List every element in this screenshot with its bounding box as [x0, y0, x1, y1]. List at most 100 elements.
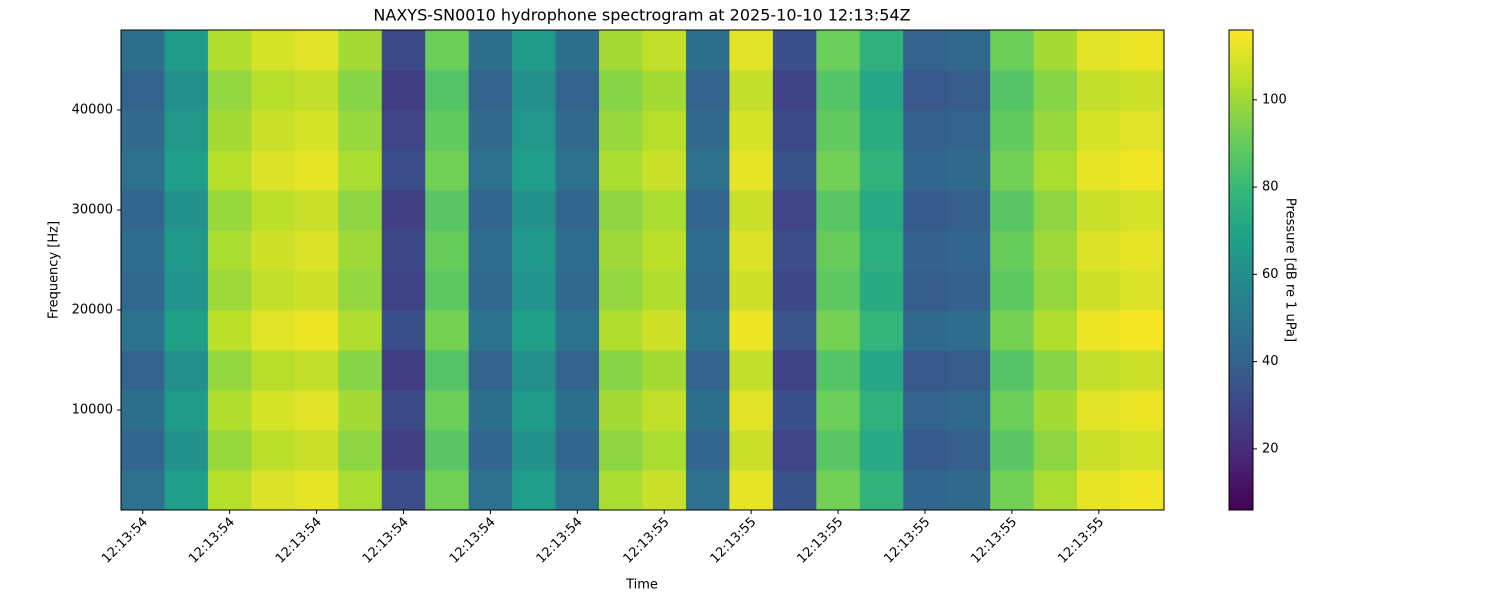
- cell: [1077, 110, 1122, 151]
- cell: [729, 270, 774, 311]
- cell: [1120, 470, 1165, 511]
- cell: [251, 150, 296, 191]
- cell: [512, 190, 557, 231]
- cell: [207, 310, 252, 351]
- cell: [816, 470, 861, 511]
- cell: [1120, 230, 1165, 271]
- cell: [642, 310, 687, 351]
- cell: [1077, 150, 1122, 191]
- cell: [555, 310, 600, 351]
- cell: [816, 230, 861, 271]
- cell: [685, 350, 730, 391]
- cell: [1033, 270, 1078, 311]
- cell: [599, 470, 643, 511]
- cell: [294, 190, 339, 231]
- colorbar-label: Pressure [dB re 1 uPa]: [1283, 198, 1298, 342]
- cell: [729, 230, 774, 271]
- cell: [164, 230, 209, 271]
- cell: [1077, 430, 1122, 471]
- cell: [859, 230, 904, 271]
- cell: [1120, 190, 1165, 231]
- cell: [164, 110, 209, 151]
- cell: [1120, 390, 1165, 431]
- y-tick-label: 30000: [72, 203, 113, 218]
- cell: [685, 390, 730, 431]
- cell: [729, 430, 774, 471]
- cell: [251, 350, 296, 391]
- cell: [729, 470, 774, 511]
- cell: [381, 150, 426, 191]
- heatmap: [121, 30, 1165, 511]
- cell: [512, 430, 557, 471]
- cell: [338, 350, 383, 391]
- cell: [294, 310, 339, 351]
- cell: [772, 270, 817, 311]
- cell: [294, 30, 339, 71]
- cell: [642, 30, 687, 71]
- cell: [816, 270, 861, 311]
- cell: [425, 350, 470, 391]
- cell: [338, 30, 383, 71]
- x-tick-label: 12:13:55: [621, 515, 673, 567]
- cell: [903, 310, 948, 351]
- cell: [555, 150, 600, 191]
- cell: [642, 230, 687, 271]
- cell: [772, 350, 817, 391]
- cell: [946, 150, 991, 191]
- cell: [685, 110, 730, 151]
- cell: [903, 150, 948, 191]
- cell: [1033, 350, 1078, 391]
- cell: [121, 430, 165, 471]
- x-tick-label: 12:13:55: [968, 515, 1020, 567]
- cell: [164, 310, 209, 351]
- cell: [729, 30, 774, 71]
- x-tick-label: 12:13:55: [794, 515, 846, 567]
- cell: [990, 350, 1035, 391]
- cell: [121, 150, 165, 191]
- cell: [685, 70, 730, 111]
- cell: [1033, 390, 1078, 431]
- cell: [251, 110, 296, 151]
- cell: [121, 390, 165, 431]
- cell: [1077, 30, 1122, 71]
- y-tick-label: 40000: [72, 103, 113, 118]
- cell: [468, 30, 513, 71]
- cell: [599, 390, 643, 431]
- cell: [425, 150, 470, 191]
- cell: [121, 70, 165, 111]
- cell: [555, 190, 600, 231]
- cell: [207, 230, 252, 271]
- cell: [164, 70, 209, 111]
- cell: [1033, 190, 1078, 231]
- colorbar-tick-label: 100: [1262, 92, 1287, 107]
- cell: [1033, 430, 1078, 471]
- cell: [512, 30, 557, 71]
- cell: [425, 270, 470, 311]
- cell: [990, 230, 1035, 271]
- x-tick-label: 12:13:54: [273, 515, 325, 567]
- cell: [512, 470, 557, 511]
- cell: [381, 470, 426, 511]
- cell: [425, 470, 470, 511]
- cell: [468, 310, 513, 351]
- cell: [903, 470, 948, 511]
- cell: [729, 350, 774, 391]
- cell: [903, 390, 948, 431]
- cell: [468, 350, 513, 391]
- x-tick-label: 12:13:54: [99, 515, 151, 567]
- cell: [1077, 310, 1122, 351]
- cell: [294, 110, 339, 151]
- cell: [903, 270, 948, 311]
- cell: [1033, 70, 1078, 111]
- cell: [512, 110, 557, 151]
- x-tick-label: 12:13:54: [447, 515, 499, 567]
- cell: [903, 190, 948, 231]
- cell: [816, 70, 861, 111]
- y-tick-label: 10000: [72, 403, 113, 418]
- cell: [859, 470, 904, 511]
- cell: [1077, 270, 1122, 311]
- cell: [816, 430, 861, 471]
- cell: [642, 430, 687, 471]
- cell: [512, 150, 557, 191]
